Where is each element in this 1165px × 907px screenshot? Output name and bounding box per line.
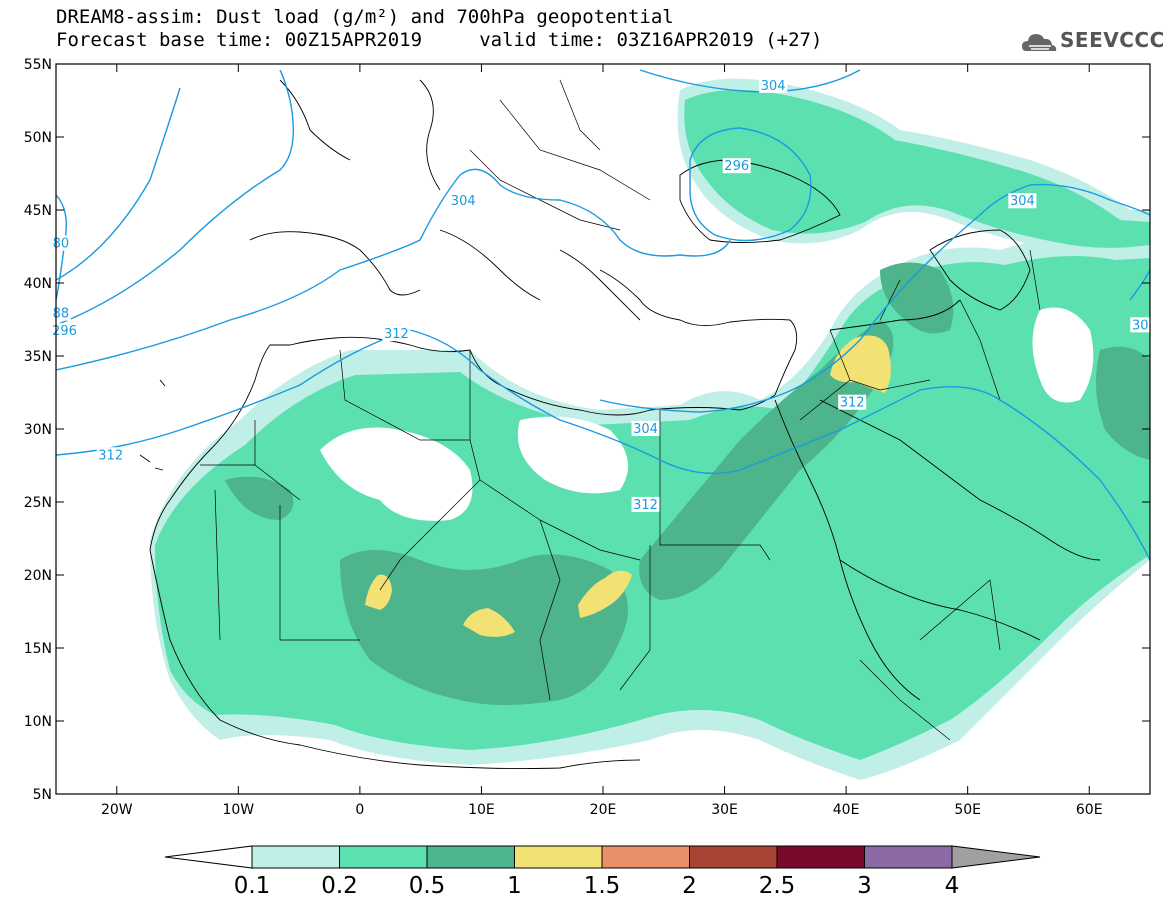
contour-label: 304 — [761, 79, 786, 94]
lon-tick-label: 60E — [1076, 802, 1103, 818]
contour-label: 88 — [53, 307, 70, 322]
contour-label-bg — [759, 77, 788, 93]
lat-tick-label: 45N — [24, 203, 52, 219]
colorbar-level-label: 0.1 — [234, 873, 271, 899]
lon-axis: 20W 10W 0 10E 20E 30E 40E 50E 60E — [101, 64, 1103, 818]
colorbar-level-label: 1 — [507, 873, 522, 899]
lat-tick-label: 20N — [24, 568, 52, 584]
colorbar-level-label: 0.2 — [321, 873, 358, 899]
lat-tick-label: 35N — [24, 349, 52, 365]
colorbar-level-label: 3 — [857, 873, 872, 899]
colorbar-level-label: 1.5 — [584, 873, 621, 899]
lon-tick-label: 50E — [954, 802, 981, 818]
contour-label: 296 — [52, 324, 77, 339]
lat-tick-label: 15N — [24, 641, 52, 657]
contour-label-bg — [1130, 317, 1151, 333]
lat-tick-label: 25N — [24, 495, 52, 511]
contour-label: 312 — [633, 498, 658, 513]
lat-tick-label: 50N — [24, 130, 52, 146]
lon-tick-label: 10E — [468, 802, 495, 818]
colorbar-swatch — [601, 845, 690, 869]
lat-tick-label: 55N — [24, 57, 52, 73]
dust-gap-3 — [1032, 307, 1094, 403]
contour-label-bg — [838, 394, 867, 410]
contour-label: 296 — [724, 159, 749, 174]
lon-tick-label: 20E — [590, 802, 617, 818]
lon-tick-label: 0 — [355, 802, 364, 818]
dust-level-1-c — [578, 570, 632, 618]
lat-tick-label: 10N — [24, 714, 52, 730]
dust-level-0.5-c — [880, 262, 954, 334]
chart-subtitle: Forecast base time: 00Z15APR2019 valid t… — [56, 29, 823, 51]
borders — [200, 79, 1041, 741]
contour-label-bg — [1008, 193, 1037, 209]
contour-label: 312 — [840, 396, 865, 411]
colorbar-swatch — [689, 845, 778, 869]
dust-level-1-iraq — [830, 335, 891, 393]
colorbar-swatch — [514, 845, 603, 869]
contour-label-bg — [96, 447, 125, 463]
dust-gap-2 — [517, 416, 628, 494]
colorbar-over-arrow — [951, 845, 1041, 869]
dust-level-0.5-e — [225, 476, 294, 520]
chart-title: DREAM8-assim: Dust load (g/m²) and 700hP… — [56, 6, 674, 28]
contour-label: 80 — [53, 237, 70, 252]
lon-tick-label: 30E — [711, 802, 738, 818]
colorbar-level-label: 2 — [682, 873, 697, 899]
dust-level-1-b — [463, 608, 515, 637]
colorbar-level-label: 4 — [945, 873, 960, 899]
colorbar-swatch — [251, 845, 340, 869]
cloud-logo-icon — [1022, 34, 1057, 51]
contour-label: 304 — [633, 422, 658, 437]
contour-label-bg — [722, 158, 751, 174]
colorbar-level-label: 0.5 — [409, 873, 446, 899]
logo-text: SEEVCCC — [1060, 28, 1165, 52]
dust-level-0.5-d — [1096, 346, 1150, 460]
contour-label-bg — [631, 421, 660, 436]
colorbar-swatch — [339, 845, 428, 869]
contour-label: 312 — [384, 327, 409, 342]
colorbar-swatch — [426, 845, 515, 869]
contour-label-bg — [50, 323, 79, 339]
colorbar-swatch — [864, 845, 953, 869]
contour-label: 30 — [1132, 318, 1149, 333]
lat-axis: 55N 50N 45N 40N 35N 30N 25N 20N 15N 10N 5N — [24, 57, 1150, 803]
lon-tick-label: 20W — [101, 802, 133, 818]
dust-level-1-a — [365, 574, 392, 610]
lat-tick-label: 40N — [24, 276, 52, 292]
lon-tick-label: 40E — [833, 802, 860, 818]
lat-tick-label: 5N — [33, 787, 52, 803]
colorbar-swatch — [776, 845, 865, 869]
colorbar-level-label: 2.5 — [759, 873, 796, 899]
lon-tick-label: 10W — [222, 802, 254, 818]
colorbar-under-arrow — [164, 845, 253, 869]
geopotential-contours — [56, 69, 1150, 561]
contour-label-bg — [382, 326, 411, 342]
contour-label-bg — [631, 496, 660, 512]
dust-gap-1 — [320, 427, 473, 521]
contour-label: 312 — [98, 448, 123, 463]
contour-label: 304 — [1010, 194, 1035, 209]
contour-label-bg — [449, 193, 478, 209]
contour-label: 304 — [451, 194, 476, 209]
colorbar: 0.1 0.2 0.5 1 1.5 2 2.5 3 4 — [164, 845, 1041, 899]
dust-level-0.2-north — [684, 89, 1150, 248]
lat-tick-label: 30N — [24, 422, 52, 438]
